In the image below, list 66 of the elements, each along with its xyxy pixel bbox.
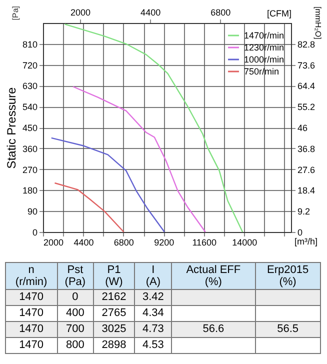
text: 3025 [102,323,126,335]
y2-tick-label: 46 [298,123,308,133]
text: 1470 [19,291,44,303]
y2-tick-label: 64.4 [298,81,316,92]
y2-tick-label: 27.6 [298,164,316,175]
text: 3.42 [142,291,164,303]
text: [Pa] [11,6,20,20]
x2-tick-label: 2000 [70,8,91,18]
x-tick-label: 6800 [114,238,134,248]
y-tick-label: 540 [22,102,38,112]
line-series [50,137,166,233]
text: 4.73 [142,323,164,335]
category-label: Actual EFF (%) [172,262,256,290]
x-tick-label: 11600 [192,238,217,248]
y-axis-title: Static Pressure [4,87,18,169]
y-tick-label: 0 [32,228,38,238]
text: 2162 [102,291,126,303]
y-tick-label: 90 [27,206,38,217]
text: 1470 [19,323,44,335]
text: 2765 [102,307,126,319]
category-label: n (r/min) [6,262,58,290]
legend-label: 750r/min [244,66,280,76]
y-tick-label: 270 [22,164,38,175]
x2-axis-title: [CFM] [267,8,292,18]
y2-tick-label: 0 [298,228,303,238]
text: 56.6 [202,323,224,335]
text: 1470 [19,339,44,351]
line-series [64,24,244,233]
y2-tick-label: 36.8 [298,144,316,154]
text: 400 [66,307,84,319]
y-tick-label: 630 [22,81,38,92]
y-tick-label: 360 [22,144,38,154]
line-series [72,86,206,233]
text: 4.53 [142,339,164,351]
legend-label: 1230r/min [244,42,284,52]
y-tick-label: 720 [22,60,38,70]
y-tick-label: 180 [22,186,38,196]
y2-tick-label: 18.4 [298,186,316,196]
category-label: Erp2015 (%) [255,262,320,290]
category-label: P1 (W) [93,262,135,290]
legend-label: 1000r/min [244,54,284,64]
x-tick-label: 14000 [232,238,258,248]
text: 1470 [19,307,44,319]
legend-label: 1470r/min [244,30,284,40]
y2-tick-label: 9.2 [298,206,310,217]
category-label: Pst (Pa) [57,262,94,290]
text: 56.5 [277,323,298,335]
x2-tick-label: 4400 [140,8,161,18]
x-tick-label: 9200 [154,238,174,248]
x2-tick-label: 6800 [210,8,231,18]
y-tick-label: 450 [22,123,38,133]
x-tick-label: 2000 [44,238,64,248]
x-axis-title: [m³/h] [294,236,318,246]
text: 2898 [102,339,126,351]
text: 4.34 [142,307,164,319]
y2-axis-title: [mmH₂O] [314,6,322,40]
category-label: I (A) [134,262,172,290]
x-tick-label: 4400 [74,238,94,248]
line-series [54,182,124,233]
text: 0 [72,291,78,303]
text: 700 [66,323,84,335]
text: 800 [66,339,84,351]
y2-tick-label: 82.8 [298,39,316,50]
y2-tick-label: 55.2 [298,102,316,112]
y-tick-label: 810 [22,39,38,50]
y2-tick-label: 73.6 [298,60,316,70]
